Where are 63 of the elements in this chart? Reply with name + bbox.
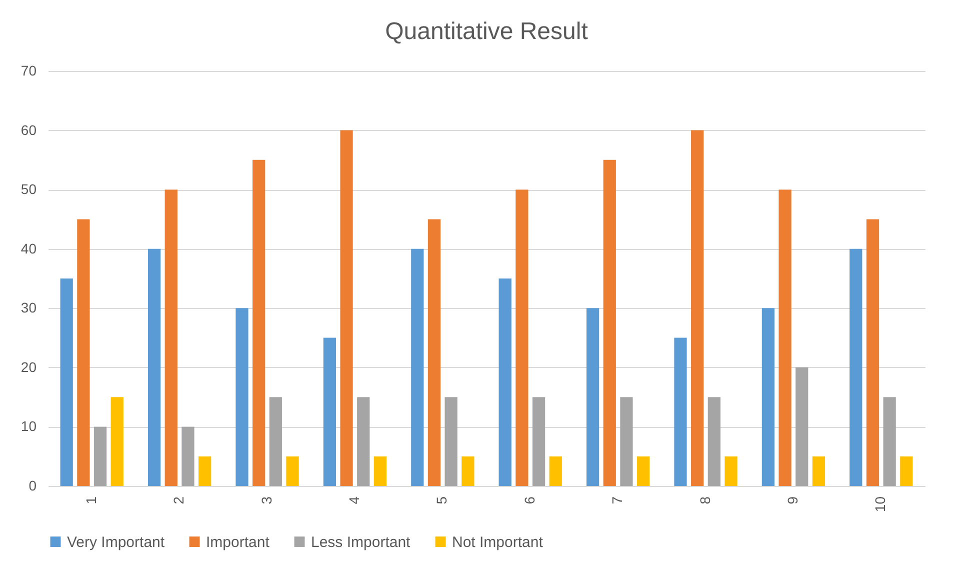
bar bbox=[586, 308, 600, 486]
bar bbox=[498, 278, 512, 486]
bar bbox=[778, 190, 792, 486]
bar bbox=[674, 338, 687, 486]
y-tick-label: 60 bbox=[20, 122, 37, 138]
x-tick-label: 10 bbox=[872, 496, 888, 512]
bar bbox=[883, 397, 896, 486]
bar bbox=[340, 130, 353, 486]
bar bbox=[724, 456, 738, 486]
bar bbox=[708, 397, 720, 486]
x-tick-label: 7 bbox=[609, 496, 626, 504]
bar bbox=[286, 456, 299, 486]
x-tick-label: 6 bbox=[521, 496, 538, 504]
bar bbox=[549, 456, 562, 486]
bar bbox=[444, 397, 458, 486]
bar bbox=[148, 248, 161, 486]
bar bbox=[796, 367, 808, 486]
x-tick-label: 8 bbox=[696, 496, 713, 504]
y-tick-label: 20 bbox=[20, 358, 37, 375]
legend-label: Important bbox=[206, 534, 270, 551]
bar bbox=[812, 456, 826, 486]
x-tick-label: 9 bbox=[784, 496, 800, 504]
bar bbox=[866, 219, 880, 486]
bar bbox=[198, 456, 212, 486]
x-tick-label: 2 bbox=[170, 496, 187, 504]
bar bbox=[323, 338, 336, 486]
legend-label: Less Important bbox=[311, 534, 412, 551]
bar bbox=[357, 397, 370, 486]
bar bbox=[269, 397, 282, 486]
bar bbox=[94, 426, 107, 486]
y-tick-label: 10 bbox=[20, 418, 37, 434]
bar bbox=[182, 426, 194, 486]
bar bbox=[252, 160, 266, 486]
bar bbox=[603, 160, 616, 486]
bar bbox=[374, 456, 387, 486]
bar bbox=[428, 219, 441, 486]
bar bbox=[620, 397, 633, 486]
legend-label: Not Important bbox=[452, 534, 544, 551]
bar bbox=[691, 130, 704, 486]
bar bbox=[77, 219, 90, 486]
bar bbox=[164, 190, 178, 486]
legend-label: Very Important bbox=[67, 534, 166, 551]
y-tick-label: 40 bbox=[20, 240, 37, 256]
bar bbox=[762, 308, 775, 486]
x-tick-label: 1 bbox=[82, 496, 99, 504]
bar bbox=[636, 456, 650, 486]
y-tick-label: 0 bbox=[28, 478, 37, 494]
chart-title: Quantitative Result bbox=[385, 18, 588, 45]
y-tick-label: 50 bbox=[20, 181, 37, 198]
bar bbox=[60, 278, 73, 486]
y-tick-label: 30 bbox=[20, 300, 37, 316]
bar bbox=[236, 308, 248, 486]
y-tick-label: 70 bbox=[20, 62, 37, 78]
bar bbox=[411, 248, 424, 486]
bar bbox=[532, 397, 546, 486]
x-tick-label: 3 bbox=[258, 496, 274, 504]
bar bbox=[900, 456, 913, 486]
x-tick-label: 5 bbox=[434, 496, 450, 504]
bar bbox=[516, 190, 528, 486]
bar bbox=[850, 248, 862, 486]
bar bbox=[110, 397, 124, 486]
x-tick-label: 4 bbox=[346, 496, 362, 504]
bar bbox=[462, 456, 474, 486]
